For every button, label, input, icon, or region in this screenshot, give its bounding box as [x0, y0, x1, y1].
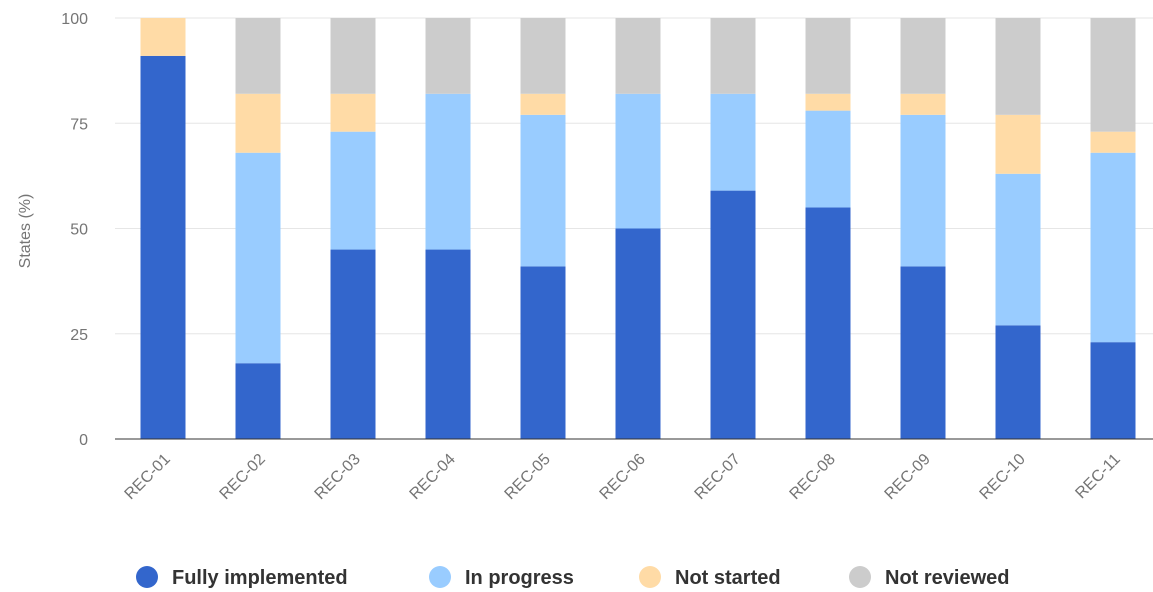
- bar-segment: [520, 93, 566, 115]
- x-tick-label: REC-08: [787, 451, 839, 503]
- bar-segment: [710, 190, 756, 439]
- y-tick-label: 50: [70, 222, 88, 239]
- x-tick-label: REC-01: [122, 451, 174, 503]
- legend-label: Not started: [675, 567, 781, 589]
- x-tick-label: REC-03: [312, 451, 364, 503]
- bar-segment: [235, 363, 281, 439]
- bar-segment: [900, 18, 946, 94]
- x-tick-label: REC-07: [692, 451, 744, 503]
- bars: [140, 18, 1136, 439]
- bar-segment: [805, 18, 851, 94]
- bar-segment: [995, 173, 1041, 326]
- bar-segment: [235, 18, 281, 94]
- x-tick-label: REC-05: [502, 451, 554, 503]
- legend-swatch: [639, 566, 661, 588]
- x-tick-label: REC-11: [1072, 451, 1123, 502]
- bar-segment: [900, 93, 946, 115]
- y-axis-title: States (%): [17, 194, 34, 269]
- bar-segment: [235, 152, 281, 364]
- bar-segment: [995, 18, 1041, 115]
- bar-segment: [1090, 342, 1136, 439]
- x-axis-labels: REC-01 REC-02 REC-03 REC-04 REC-05 REC-06 REC-…: [122, 451, 1124, 503]
- legend-swatch: [136, 566, 158, 588]
- bar-segment: [805, 93, 851, 111]
- bar-segment: [1090, 131, 1136, 153]
- bar-segment: [615, 18, 661, 94]
- bar-segment: [805, 110, 851, 208]
- y-axis-ticks: 0 25 50 75 100: [61, 11, 88, 449]
- x-tick-label: REC-02: [217, 451, 269, 503]
- bar-segment: [615, 228, 661, 439]
- bar-segment: [710, 18, 756, 94]
- bar-segment: [900, 266, 946, 439]
- bar-segment: [995, 325, 1041, 439]
- bar-segment: [330, 249, 376, 439]
- bar-segment: [520, 18, 566, 94]
- bar-segment: [520, 266, 566, 439]
- bar-segment: [330, 131, 376, 250]
- legend-label: Not reviewed: [885, 567, 1009, 589]
- x-tick-label: REC-09: [882, 451, 934, 503]
- y-tick-label: 75: [70, 116, 88, 133]
- bar-segment: [805, 207, 851, 439]
- bar-segment: [1090, 18, 1136, 132]
- y-tick-label: 25: [70, 327, 88, 344]
- legend-swatch: [429, 566, 451, 588]
- bar-segment: [330, 18, 376, 94]
- x-tick-label: REC-04: [407, 451, 459, 503]
- y-tick-label: 0: [79, 432, 88, 449]
- bar-segment: [425, 249, 471, 439]
- bar-segment: [425, 93, 471, 250]
- x-tick-label: REC-10: [977, 451, 1029, 503]
- bar-segment: [520, 114, 566, 267]
- bar-segment: [140, 55, 186, 439]
- y-tick-label: 100: [61, 11, 88, 28]
- bar-segment: [900, 114, 946, 267]
- bar-segment: [995, 114, 1041, 174]
- legend-label: Fully implemented: [172, 567, 348, 589]
- legend-label: In progress: [465, 567, 574, 589]
- bar-segment: [615, 93, 661, 229]
- legend: Fully implemented In progress Not started N…: [136, 566, 1009, 589]
- legend-swatch: [849, 566, 871, 588]
- bar-segment: [235, 93, 281, 153]
- bar-segment: [330, 93, 376, 132]
- bar-segment: [710, 93, 756, 191]
- bar-segment: [425, 18, 471, 94]
- x-tick-label: REC-06: [597, 451, 649, 503]
- bar-segment: [1090, 152, 1136, 343]
- bar-segment: [140, 18, 186, 56]
